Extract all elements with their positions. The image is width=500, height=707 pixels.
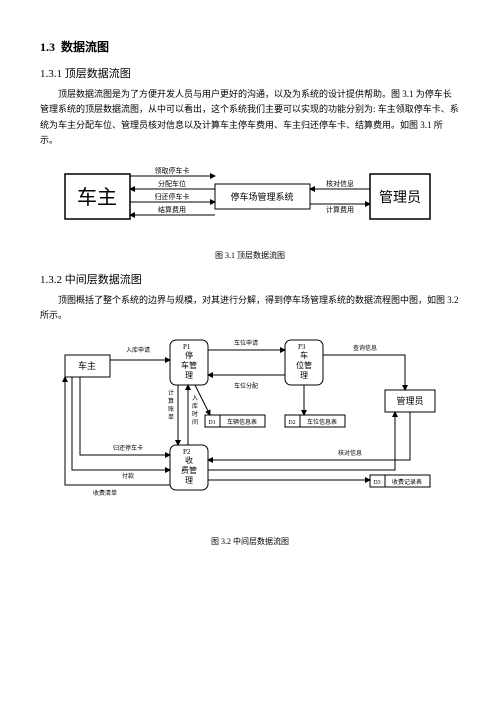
svg-text:算: 算 xyxy=(168,397,174,405)
svg-text:车位申请: 车位申请 xyxy=(234,339,258,347)
svg-text:单: 单 xyxy=(168,413,174,421)
svg-text:D3: D3 xyxy=(373,480,380,486)
admin-box: 管理员 xyxy=(379,190,421,206)
owner-box: 车主 xyxy=(77,186,117,209)
svg-text:理: 理 xyxy=(185,371,193,380)
svg-text:付款: 付款 xyxy=(122,472,134,480)
svg-text:时: 时 xyxy=(192,410,198,418)
figure-3-2: 车主 P1 停 车管 理 P3 车 位管 理 P2 收 费管 理 管理员 D1 … xyxy=(50,330,450,530)
system-box: 停车场管理系统 xyxy=(230,191,293,202)
svg-text:车辆信息表: 车辆信息表 xyxy=(227,418,257,426)
svg-text:收费记录表: 收费记录表 xyxy=(392,478,422,486)
svg-text:查询信息: 查询信息 xyxy=(353,344,377,352)
svg-text:理: 理 xyxy=(300,371,308,380)
sub1-heading: 1.3.1 顶层数据流图 xyxy=(40,65,460,81)
svg-text:入库申请: 入库申请 xyxy=(126,346,150,354)
svg-text:收费清单: 收费清单 xyxy=(93,489,117,497)
sub2-heading: 1.3.2 中间层数据流图 xyxy=(40,271,460,287)
svg-text:理: 理 xyxy=(185,476,193,485)
svg-text:核对信息: 核对信息 xyxy=(338,449,362,457)
svg-text:间: 间 xyxy=(192,418,198,426)
svg-text:库: 库 xyxy=(192,402,198,410)
svg-text:归还停车卡: 归还停车卡 xyxy=(113,444,143,452)
svg-text:D2: D2 xyxy=(288,420,295,426)
svg-text:车位信息表: 车位信息表 xyxy=(307,418,337,426)
svg-text:计: 计 xyxy=(168,389,174,397)
svg-text:费管: 费管 xyxy=(181,465,197,475)
svg-text:停: 停 xyxy=(185,350,193,360)
svg-text:车主: 车主 xyxy=(78,360,96,371)
fig2-caption: 图 3.2 中间层数据流图 xyxy=(40,536,460,547)
svg-text:领取停车卡: 领取停车卡 xyxy=(155,166,190,175)
sub2-para: 顶图概括了整个系统的边界与规模，对其进行分解，得到停车场管理系统的数据流程图中图… xyxy=(40,293,460,324)
svg-text:P1: P1 xyxy=(183,343,191,351)
figure-3-1: 车主 停车场管理系统 管理员 领取停车卡 分配车位 归还停车卡 结算费用 核对信… xyxy=(60,154,440,244)
svg-text:核对信息: 核对信息 xyxy=(326,179,354,188)
svg-text:车位分配: 车位分配 xyxy=(234,382,258,390)
fig1-caption: 图 3.1 顶层数据流图 xyxy=(40,250,460,261)
svg-text:分配车位: 分配车位 xyxy=(158,179,186,188)
svg-text:结算费用: 结算费用 xyxy=(158,205,186,214)
svg-text:管理员: 管理员 xyxy=(396,395,423,406)
svg-text:计算费用: 计算费用 xyxy=(326,205,354,214)
svg-text:车: 车 xyxy=(300,350,308,360)
svg-text:收: 收 xyxy=(185,455,193,465)
svg-text:车管: 车管 xyxy=(181,360,197,370)
section-num: 1.3 xyxy=(40,40,55,54)
svg-text:P2: P2 xyxy=(183,448,191,456)
svg-text:入: 入 xyxy=(192,395,198,402)
svg-text:归还停车卡: 归还停车卡 xyxy=(155,192,190,201)
svg-text:D1: D1 xyxy=(208,420,215,426)
svg-text:P3: P3 xyxy=(298,343,306,351)
svg-text:账: 账 xyxy=(168,405,174,413)
sub1-para: 顶层数据流图是为了方便开发人员与用户更好的沟通，以及为系统的设计提供帮助。图 3… xyxy=(40,87,460,148)
svg-text:位管: 位管 xyxy=(296,360,312,370)
section-heading: 1.3 数据流图 xyxy=(40,38,460,55)
section-title: 数据流图 xyxy=(61,40,109,54)
